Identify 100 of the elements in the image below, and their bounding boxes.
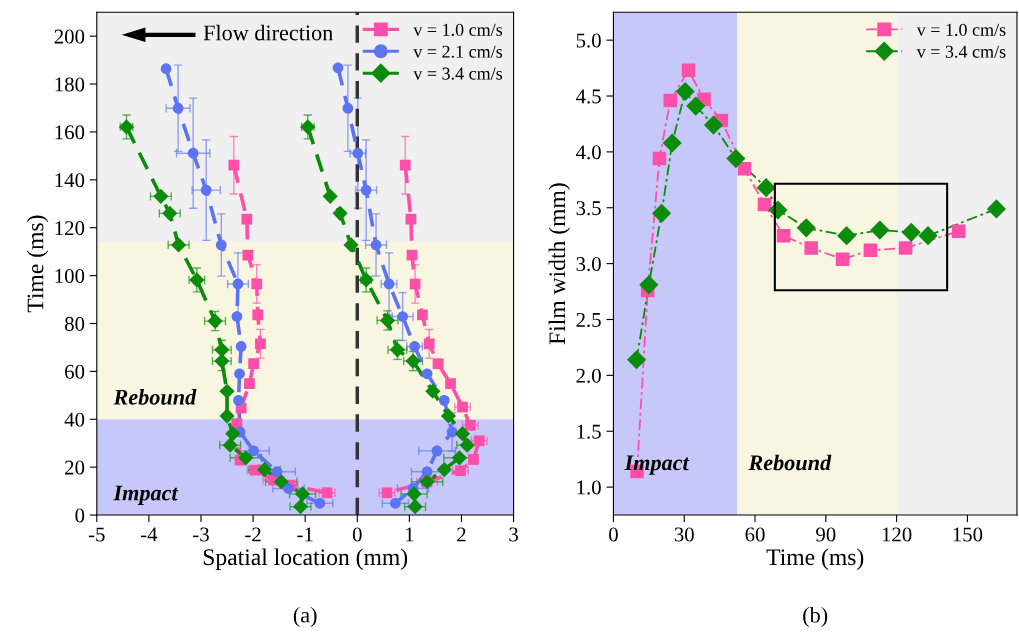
y-tick-label: 1.0 [577,480,601,495]
point [248,445,259,457]
point [951,224,966,238]
y-tick-label: 4.0 [576,145,601,160]
point [399,159,411,171]
point [417,309,428,321]
point [675,81,695,102]
y-axis-title: Film width (mm) [548,183,571,345]
point [459,437,475,453]
y-tick-label: 2.5 [576,312,601,328]
y-tick-label: 3.0 [576,257,601,272]
point [421,368,433,380]
point [172,102,184,114]
point [162,205,178,221]
x-axis-title: Spatial location (mm) [203,548,408,570]
band-label: Impact [624,455,690,475]
x-tick-label: 0 [609,527,618,542]
point [454,426,471,442]
text: (a) [293,606,317,628]
y-tick-label: 1.5 [577,424,601,439]
point [431,445,443,457]
point [796,218,816,238]
point [360,184,372,196]
point [200,184,212,196]
point [870,220,890,240]
point [332,205,348,221]
point [686,96,706,116]
x-tick-label: -4 [141,527,158,542]
x-tick-label: -3 [193,527,209,542]
point [703,115,724,135]
legend-label: v = 3.4 cm/s [413,67,503,80]
point [231,311,243,322]
point [837,226,857,246]
x-tick-label: -5 [88,527,105,542]
point [234,368,245,380]
point [457,401,468,413]
x-tick-label: 0 [352,527,362,542]
y-tick-label: 100 [55,268,85,284]
y-tick-label: 5.0 [576,33,601,48]
point [438,394,450,406]
point [244,378,255,389]
y-tick-label: 180 [55,77,85,92]
x-tick-label: 90 [816,527,836,542]
point [271,466,283,478]
x-axis-title: Time (ms) [766,548,864,570]
point [986,199,1006,219]
point [918,226,938,246]
x-tick-label: 150 [953,527,983,542]
point [225,426,241,442]
point [314,497,326,509]
y-tick-label: 3.5 [576,201,601,216]
y-tick-label: 40 [64,412,85,427]
legend-label: v = 2.1 cm/s [413,45,503,58]
point [235,341,247,352]
point [241,213,253,225]
point [160,63,172,75]
y-tick-label: 0 [75,508,85,523]
y-tick-label: 80 [64,316,85,331]
x-tick-label: 30 [674,527,694,542]
point [332,62,344,74]
point [219,408,235,424]
point [901,222,921,242]
point [436,461,452,478]
point [468,454,479,465]
x-tick-label: 120 [882,527,912,542]
point [756,178,776,198]
point [423,338,435,350]
text: (b) [803,606,828,628]
point [228,159,240,171]
point [432,358,444,370]
point [248,358,259,370]
point [662,133,682,153]
point [652,151,667,166]
point [322,188,338,204]
legend-label: v = 1.0 cm/s [916,23,1006,36]
point [445,378,456,389]
point [397,311,408,322]
point [294,486,311,502]
point [251,278,263,290]
point [406,486,422,502]
point [726,149,746,169]
point [663,93,678,108]
point [681,63,696,78]
y-tick-label: 20 [65,460,85,475]
point [639,275,659,295]
point [222,437,238,453]
point [219,383,235,399]
legend-label: v = 3.4 cm/s [916,45,1006,58]
annotation: Flow direction [203,24,333,41]
y-tick-label: 2.0 [576,368,601,383]
point [455,465,466,477]
x-tick-label: -1 [297,527,313,542]
x-tick-label: -2 [245,527,261,542]
point [255,338,266,350]
point [440,408,457,424]
point [835,252,850,266]
point [863,243,878,257]
band-label: Impact [113,485,179,505]
point [153,188,169,204]
y-tick-label: 200 [54,29,85,44]
